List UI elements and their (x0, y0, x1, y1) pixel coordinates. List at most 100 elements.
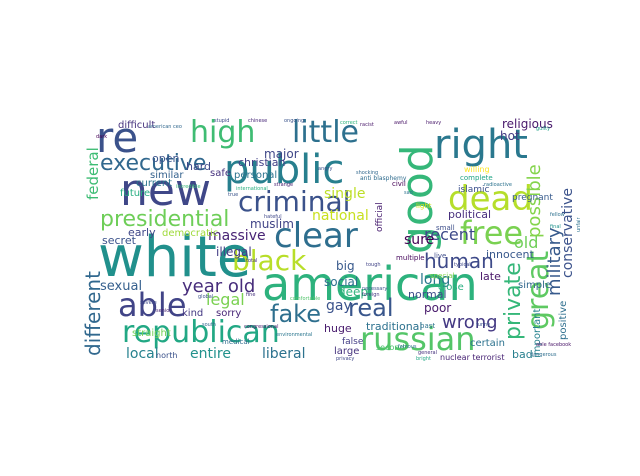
word-black: black (232, 244, 307, 277)
word-nuclear-terrorist: nuclear terrorist (440, 353, 504, 362)
word-long: long (420, 272, 450, 288)
word-dead: dead (448, 179, 533, 219)
word-foreign: foreign (362, 292, 380, 298)
word-guilty: guilty (536, 126, 550, 132)
word-severe: severe (140, 300, 157, 306)
word-fake: fake (270, 300, 321, 328)
word-congressional: congressional (244, 324, 278, 330)
word-willing: willing (464, 165, 490, 174)
word-anti-blasphemy: anti blasphemy (360, 175, 407, 182)
word-christian: christian (238, 156, 285, 169)
word-criminal: criminal (238, 185, 350, 218)
word-small: small (436, 224, 455, 232)
word-official: official (375, 202, 385, 232)
word-national: national (312, 208, 369, 224)
word-close: close (438, 282, 464, 293)
word-possible: possible (524, 164, 545, 238)
word-bad: bad (512, 348, 533, 361)
word-global: global (198, 294, 213, 300)
word-military: military (544, 227, 565, 296)
word-major: major (264, 147, 299, 161)
word-south: south (202, 322, 216, 328)
word-incredible: incredible (176, 184, 201, 190)
word-right: right (434, 122, 528, 168)
word-re: re (96, 113, 138, 162)
word-real: real (348, 294, 393, 322)
word-fine: fine (246, 292, 255, 298)
word-civil: civil (392, 180, 406, 188)
word-hard: hard (186, 160, 211, 173)
word-international: international (236, 186, 268, 192)
word-high: high (190, 115, 255, 150)
word-executive: executive (100, 151, 206, 176)
word-general: general (418, 350, 437, 356)
word-total: total (246, 258, 257, 264)
word-muslim: muslim (250, 217, 294, 231)
word-good: good (392, 144, 443, 254)
word-large: large (334, 346, 359, 357)
word-important: important (532, 309, 543, 358)
word-comfortable: comfortable (290, 296, 320, 302)
word-private: private (501, 262, 526, 340)
word-necessary: necessary (362, 286, 387, 292)
word-funny: funny (476, 322, 490, 328)
word-american: american (262, 257, 478, 311)
word-angry: angry (318, 166, 332, 172)
word-wrong: wrong (442, 312, 498, 333)
word-past: past (420, 322, 435, 330)
word-late: late (480, 270, 501, 283)
word-dark: dark (96, 134, 107, 140)
word-republican: republican (122, 315, 280, 350)
word-correct: correct (340, 120, 358, 126)
word-pregnant: pregnant (512, 193, 553, 203)
word-american-ceo: american ceo (148, 124, 182, 130)
word-certain: certain (470, 338, 505, 349)
word-local: local (126, 346, 159, 362)
word-innocent: innocent (486, 248, 535, 261)
word-illegal: illegal (216, 245, 252, 259)
word-second: second (376, 343, 405, 352)
word-massive: massive (208, 228, 266, 244)
word-entire: entire (190, 346, 231, 362)
word-hot: hot (500, 129, 520, 143)
word-north: north (156, 351, 177, 360)
word-false: false (342, 337, 364, 347)
word-gay: gay (326, 298, 352, 314)
word-recent: recent (424, 225, 475, 244)
word-able: able (118, 286, 187, 324)
word-sure: sure (404, 232, 434, 248)
word-open: open (152, 152, 179, 165)
word-stupid: stupid (214, 118, 229, 124)
word-tough: tough (366, 262, 381, 268)
word-simple: simple (518, 280, 551, 291)
word-positive: positive (558, 301, 569, 340)
word-deep: deep (338, 285, 368, 299)
word-privacy: privacy (336, 356, 354, 362)
word-special: special (430, 272, 454, 280)
word-normal: normal (408, 288, 447, 301)
word-political: political (448, 208, 491, 221)
word-complete: complete (460, 174, 493, 182)
word-liberal: liberal (262, 346, 306, 362)
cloud-background (80, 116, 580, 362)
word-social: social (324, 275, 358, 289)
word-safe: safe (210, 168, 231, 179)
word-environmental: environmental (276, 332, 312, 338)
word-live: live (434, 252, 446, 260)
word-true: true (228, 192, 238, 198)
word-public: public (224, 147, 344, 193)
word-fellow: fellow (550, 212, 565, 218)
word-clear: clear (274, 216, 358, 256)
word-sorry: sorry (216, 308, 241, 319)
word-democratic: democratic (162, 228, 218, 239)
word-difficult: difficult (118, 120, 155, 131)
word-religious: religious (502, 117, 553, 131)
word-free: free (460, 214, 523, 252)
word-future: future (120, 188, 150, 199)
word-big: big (336, 259, 355, 273)
word-federal: federal (84, 147, 102, 200)
word-shocking: shocking (356, 170, 378, 176)
word-chinese: chinese (248, 118, 267, 124)
